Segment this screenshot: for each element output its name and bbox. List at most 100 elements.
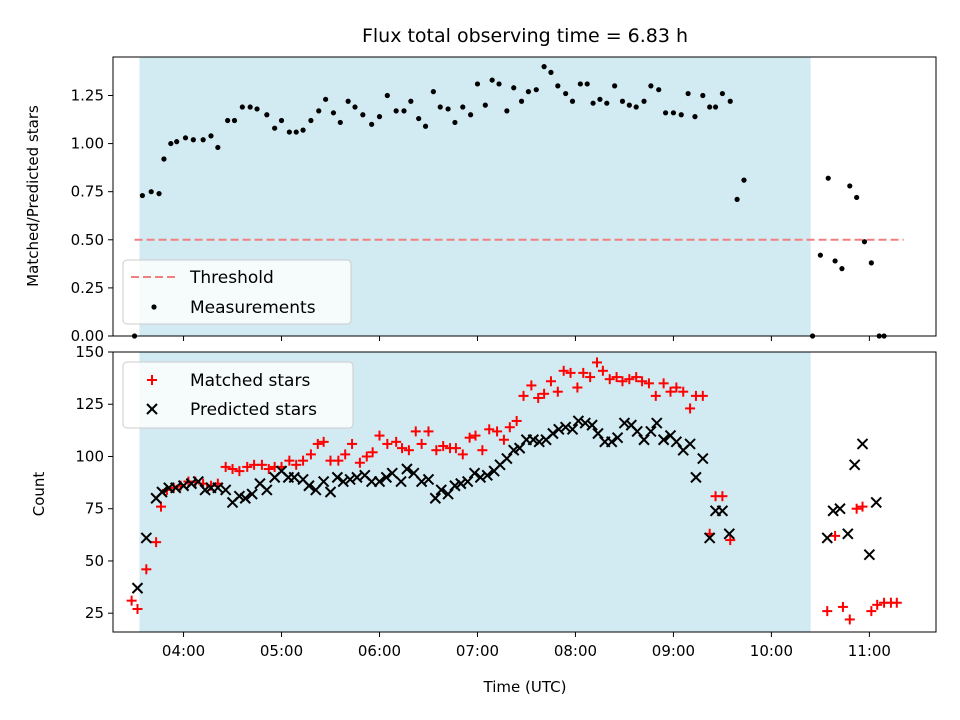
legend-predicted-label: Predicted stars <box>190 400 317 420</box>
top-legend-box <box>122 259 352 325</box>
predicted-point-63 <box>566 423 579 436</box>
legend-matched-label: Matched stars <box>190 371 310 391</box>
predicted-point-14-b <box>233 490 246 502</box>
matched-point-59 <box>539 388 550 399</box>
y-tick-label-0-4: 1.00 <box>71 135 104 153</box>
matched-stars-points <box>126 357 902 625</box>
predicted-point-83-b <box>697 452 709 465</box>
bottom-y-axis-label: Count <box>30 472 48 517</box>
measurement-point-12 <box>225 117 231 124</box>
predicted-point-61-b <box>553 423 565 436</box>
predicted-point-37-b <box>395 475 407 488</box>
matched-point-61 <box>552 386 563 397</box>
measurement-point-72 <box>670 110 677 116</box>
measurement-point-13 <box>231 117 238 124</box>
y-tick-label-1-1: 50 <box>85 552 104 570</box>
predicted-point-49 <box>474 471 487 484</box>
matched-point-65 <box>578 367 589 378</box>
predicted-point-87 <box>723 528 735 540</box>
matched-point-94 <box>866 606 877 617</box>
matched-point-64 <box>572 382 583 393</box>
matched-point-48 <box>464 432 475 443</box>
x-tick-label-4: 08:00 <box>554 642 597 660</box>
measurement-point-50 <box>511 85 517 91</box>
y-tick-label-0-1: 0.25 <box>71 279 104 297</box>
predicted-point-69 <box>605 436 618 448</box>
measurement-point-1 <box>139 192 145 199</box>
measurement-point-3 <box>156 191 162 197</box>
legend-measurements-swatch <box>151 304 157 310</box>
predicted-point-0 <box>131 582 144 594</box>
measurement-point-39 <box>430 89 436 95</box>
measurement-point-68 <box>641 98 647 104</box>
predicted-point-79-b <box>670 436 683 448</box>
measurement-point-20 <box>286 129 292 135</box>
top-y-ticks: 0.00 0.25 0.50 0.75 1.00 1.25 <box>71 86 113 345</box>
predicted-point-24 <box>303 480 315 492</box>
measurement-point-45 <box>474 81 481 87</box>
measurement-point-31 <box>369 121 375 127</box>
matched-point-15 <box>234 466 245 477</box>
predicted-point-89 <box>827 505 839 517</box>
predicted-point-44 <box>442 488 454 500</box>
predicted-point-36 <box>386 467 398 479</box>
measurement-point-30 <box>360 112 366 118</box>
predicted-point-35-b <box>380 471 393 484</box>
predicted-point-79 <box>670 436 683 448</box>
measurement-point-90 <box>861 239 868 245</box>
x-tick-label-3: 07:00 <box>456 642 499 660</box>
predicted-point-82 <box>690 471 702 484</box>
measurement-point-9 <box>200 137 206 143</box>
predicted-point-42 <box>429 492 442 504</box>
y-tick-label-0-0: 0.00 <box>71 327 104 345</box>
predicted-point-75 <box>645 425 657 438</box>
predicted-point-6-b <box>177 480 190 492</box>
matched-point-50 <box>477 445 488 456</box>
top-panel: 0.00 0.25 0.50 0.75 1.00 1.25 Flux total obse… <box>24 25 937 345</box>
predicted-point-58 <box>533 436 545 448</box>
measurement-point-18 <box>272 125 278 131</box>
matched-point-63 <box>565 367 576 378</box>
measurement-point-41 <box>445 106 451 112</box>
predicted-point-57-b <box>527 434 540 446</box>
x-tick-label-2: 06:00 <box>358 642 401 660</box>
measurement-point-7 <box>182 135 189 141</box>
top-legend: Threshold Measurements <box>122 259 352 325</box>
predicted-point-26 <box>317 475 330 488</box>
matched-point-27 <box>318 436 329 447</box>
predicted-point-7-b <box>185 477 198 490</box>
measurement-point-42 <box>452 119 458 126</box>
predicted-point-41-b <box>422 473 435 486</box>
predicted-point-75-b <box>645 425 657 438</box>
predicted-point-92 <box>848 459 861 471</box>
matched-point-22 <box>284 455 295 466</box>
predicted-point-41 <box>422 473 435 486</box>
predicted-point-3-b <box>156 486 168 498</box>
predicted-point-69-b <box>605 436 618 448</box>
predicted-point-88-b <box>821 532 833 544</box>
matched-point-95 <box>872 599 883 610</box>
predicted-point-74 <box>638 434 650 446</box>
matched-point-55 <box>511 415 522 426</box>
matched-point-72 <box>624 374 635 385</box>
matched-point-1 <box>132 604 143 615</box>
predicted-point-27 <box>324 486 337 498</box>
matched-point-47 <box>457 449 468 460</box>
matched-point-14 <box>227 464 238 475</box>
measurement-point-26 <box>330 110 337 116</box>
measurement-point-15 <box>247 104 253 110</box>
predicted-point-84-b <box>703 532 716 544</box>
measurement-point-5 <box>168 140 174 147</box>
predicted-point-90 <box>834 503 846 515</box>
measurement-point-88 <box>847 183 853 189</box>
measurement-point-71 <box>662 110 669 116</box>
measurement-point-86 <box>832 258 838 264</box>
measurement-point-36 <box>408 98 414 104</box>
predicted-point-82-b <box>690 471 702 484</box>
measurement-point-37 <box>416 115 422 122</box>
predicted-point-47-b <box>461 475 474 488</box>
predicted-point-60 <box>547 427 559 440</box>
matched-point-86 <box>717 491 728 502</box>
predicted-point-91 <box>842 528 854 540</box>
measurement-point-8 <box>190 137 196 143</box>
